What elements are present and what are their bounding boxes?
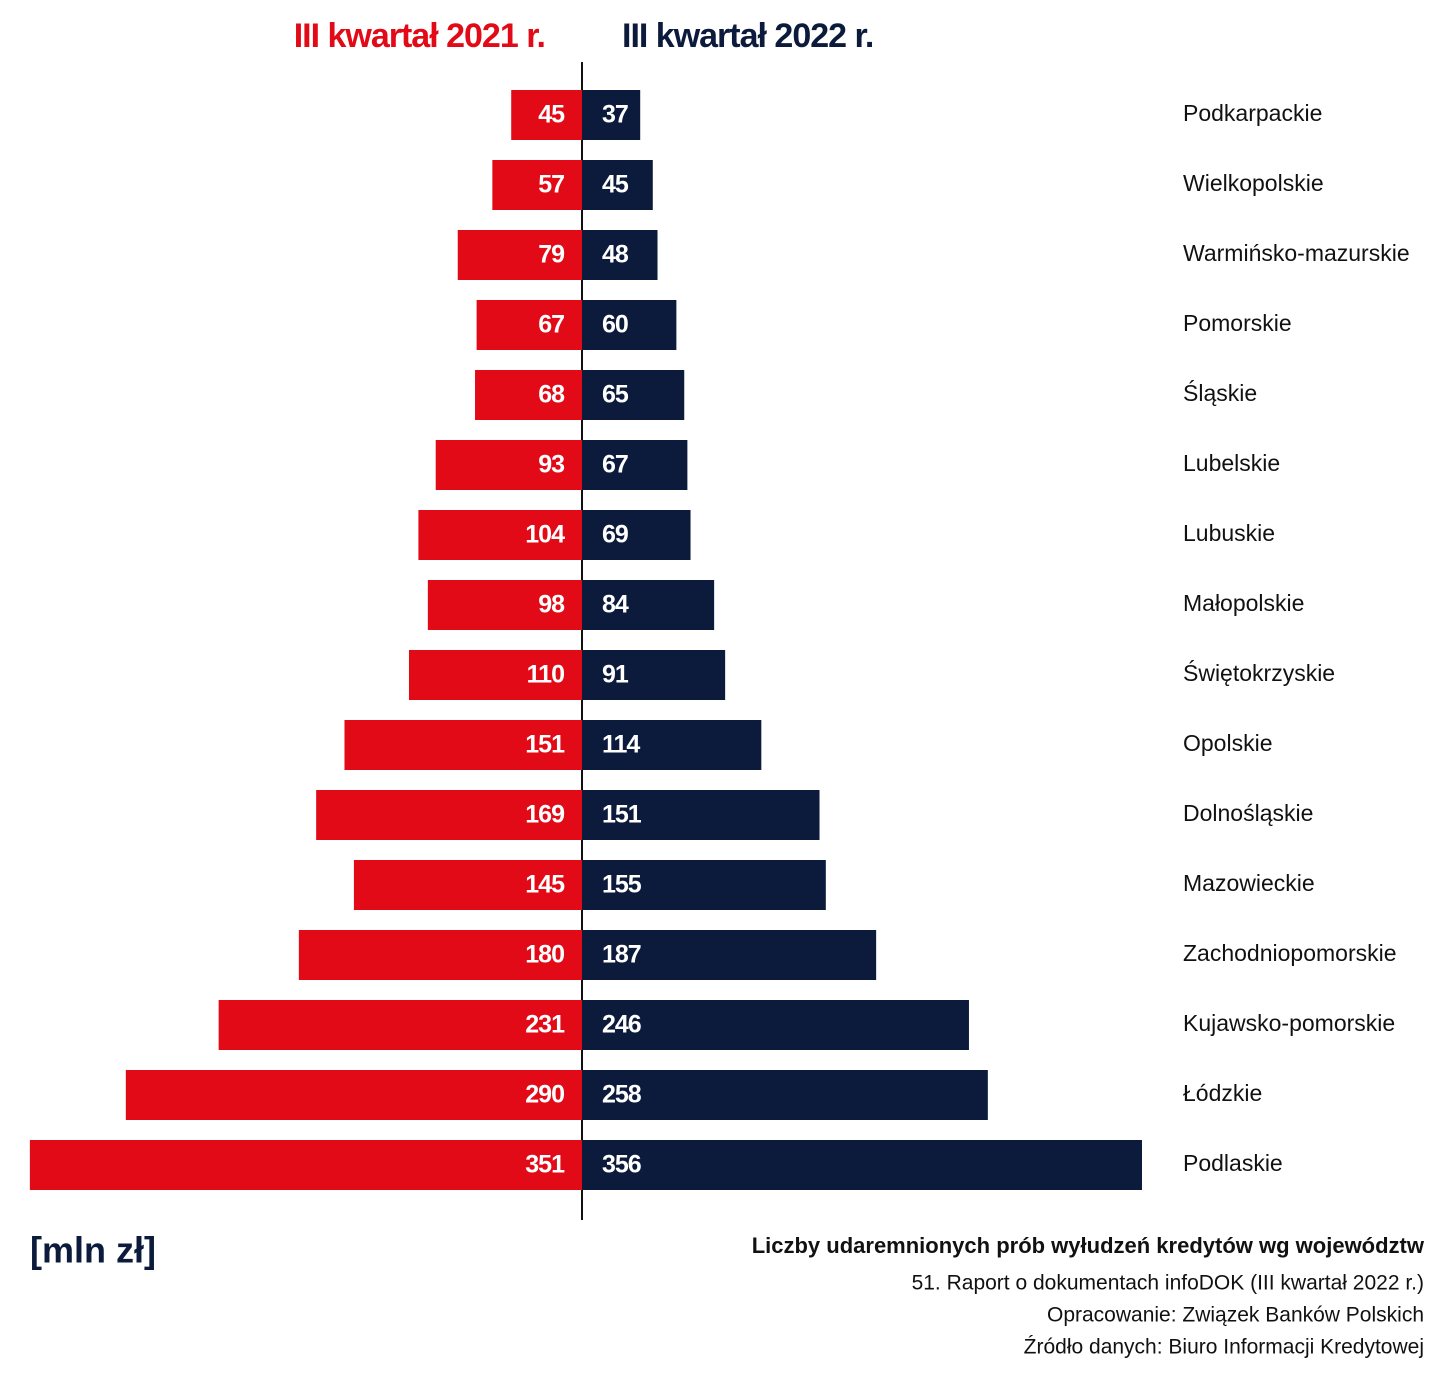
value-label: 45 bbox=[538, 101, 565, 129]
value-label: 91 bbox=[602, 661, 629, 689]
value-label: 104 bbox=[525, 521, 565, 549]
category-label: Warmińsko-mazurskie bbox=[1183, 240, 1410, 266]
category-label: Łódzkie bbox=[1183, 1080, 1262, 1106]
bar bbox=[582, 1140, 1142, 1190]
bar bbox=[435, 440, 582, 490]
value-label: 145 bbox=[525, 871, 565, 899]
category-label: Mazowieckie bbox=[1183, 870, 1315, 896]
category-label: Opolskie bbox=[1183, 730, 1272, 756]
bar bbox=[353, 860, 582, 910]
category-label: Dolnośląskie bbox=[1183, 800, 1313, 826]
bar bbox=[476, 300, 582, 350]
value-label: 57 bbox=[538, 171, 564, 199]
value-label: 98 bbox=[538, 591, 565, 619]
source-line: 51. Raport o dokumentach infoDOK (III kw… bbox=[912, 1272, 1424, 1295]
value-label: 79 bbox=[538, 241, 564, 269]
bar bbox=[582, 580, 715, 630]
category-label: Zachodniopomorskie bbox=[1183, 940, 1397, 966]
value-label: 187 bbox=[602, 941, 641, 969]
bar bbox=[582, 790, 820, 840]
category-label: Wielkopolskie bbox=[1183, 170, 1324, 196]
value-label: 45 bbox=[602, 171, 629, 199]
bar bbox=[582, 1000, 969, 1050]
bar bbox=[511, 90, 582, 140]
value-label: 68 bbox=[538, 381, 565, 409]
value-label: 67 bbox=[602, 451, 628, 479]
bar bbox=[492, 160, 582, 210]
category-label: Lubelskie bbox=[1183, 450, 1280, 476]
bar bbox=[582, 230, 658, 280]
bar bbox=[582, 1070, 988, 1120]
category-label: Świętokrzyskie bbox=[1183, 659, 1335, 686]
bar bbox=[582, 720, 762, 770]
bar bbox=[582, 860, 826, 910]
value-label: 67 bbox=[538, 311, 564, 339]
bar bbox=[582, 370, 685, 420]
value-label: 231 bbox=[525, 1011, 565, 1039]
bar bbox=[582, 440, 688, 490]
bar bbox=[582, 160, 653, 210]
value-label: 60 bbox=[602, 311, 628, 339]
bar bbox=[457, 230, 582, 280]
value-label: 180 bbox=[525, 941, 564, 969]
value-label: 169 bbox=[525, 801, 564, 829]
value-label: 155 bbox=[602, 871, 642, 899]
bar bbox=[475, 370, 582, 420]
value-label: 114 bbox=[602, 731, 640, 759]
value-label: 246 bbox=[602, 1011, 641, 1039]
category-label: Pomorskie bbox=[1183, 310, 1292, 336]
value-label: 84 bbox=[602, 591, 629, 619]
bar bbox=[408, 650, 582, 700]
value-label: 110 bbox=[527, 661, 564, 689]
bar bbox=[29, 1140, 582, 1190]
legend-left: III kwartał 2021 r. bbox=[294, 17, 545, 55]
category-label: Śląskie bbox=[1183, 379, 1257, 406]
bar bbox=[218, 1000, 582, 1050]
value-label: 258 bbox=[602, 1081, 642, 1109]
unit-label: [mln zł] bbox=[30, 1230, 156, 1271]
value-label: 356 bbox=[602, 1151, 641, 1179]
bar bbox=[582, 90, 641, 140]
value-label: 151 bbox=[602, 801, 642, 829]
value-label: 93 bbox=[538, 451, 564, 479]
value-label: 69 bbox=[602, 521, 628, 549]
value-label: 290 bbox=[525, 1081, 564, 1109]
bar bbox=[582, 650, 726, 700]
bar bbox=[344, 720, 582, 770]
bar bbox=[316, 790, 582, 840]
value-label: 37 bbox=[602, 101, 628, 129]
value-label: 48 bbox=[602, 241, 629, 269]
bar bbox=[418, 510, 582, 560]
source-line: Źródło danych: Biuro Informacji Kredytow… bbox=[1024, 1336, 1424, 1359]
bar bbox=[427, 580, 582, 630]
bar bbox=[582, 300, 677, 350]
category-label: Małopolskie bbox=[1183, 590, 1304, 616]
value-label: 351 bbox=[525, 1151, 565, 1179]
source-line: Opracowanie: Związek Banków Polskich bbox=[1047, 1304, 1424, 1327]
bar bbox=[582, 510, 691, 560]
value-label: 65 bbox=[602, 381, 629, 409]
bar bbox=[582, 930, 877, 980]
bar bbox=[298, 930, 582, 980]
legend-right: III kwartał 2022 r. bbox=[622, 17, 873, 55]
bar bbox=[125, 1070, 582, 1120]
category-label: Lubuskie bbox=[1183, 520, 1275, 546]
category-label: Podlaskie bbox=[1183, 1150, 1283, 1176]
chart-title: Liczby udaremnionych prób wyłudzeń kredy… bbox=[752, 1233, 1425, 1258]
category-label: Podkarpackie bbox=[1183, 100, 1322, 126]
value-label: 151 bbox=[525, 731, 565, 759]
category-label: Kujawsko-pomorskie bbox=[1183, 1010, 1395, 1036]
